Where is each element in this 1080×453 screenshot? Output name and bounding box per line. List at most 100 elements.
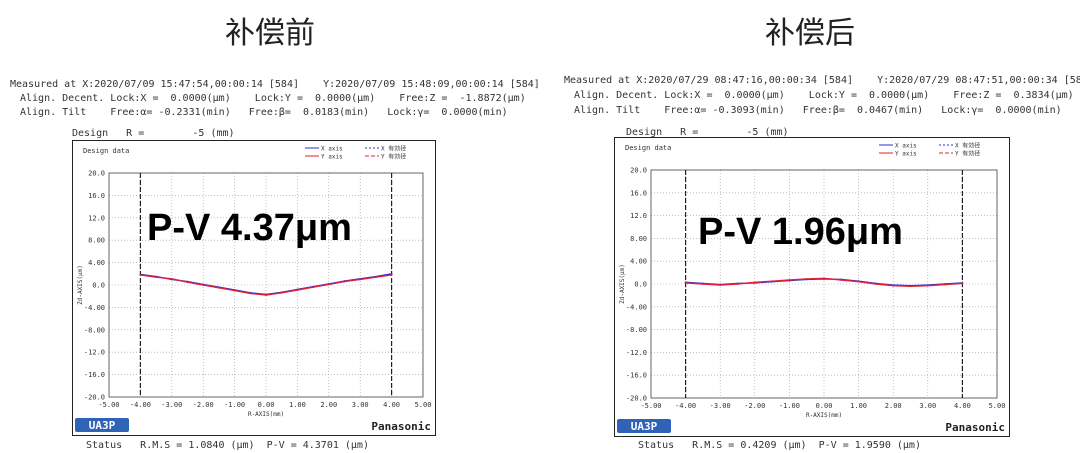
x-tick-label: 5.00 bbox=[415, 401, 432, 409]
data-point bbox=[280, 291, 283, 294]
measured-at: Measured at X:2020/07/29 08:47:16,00:00:… bbox=[564, 75, 1080, 86]
data-point bbox=[753, 281, 756, 284]
y-axis-label: Zd-AXIS(μm) bbox=[77, 265, 84, 305]
status-line: Status R.M.S = 0.4209 (μm) P-V = 1.9590 … bbox=[638, 440, 921, 451]
x-tick-label: 3.00 bbox=[352, 401, 369, 409]
data-point bbox=[343, 280, 346, 283]
data-point bbox=[926, 284, 929, 287]
data-point bbox=[961, 282, 964, 285]
y-tick-label: -4.00 bbox=[84, 304, 105, 312]
data-point bbox=[170, 277, 173, 280]
design-radius: Design R = -5 (mm) bbox=[72, 128, 235, 139]
data-point bbox=[684, 281, 687, 284]
data-point bbox=[375, 276, 377, 279]
y-tick-label: -12.0 bbox=[84, 349, 105, 357]
y-tick-label: 4.00 bbox=[630, 258, 647, 266]
y-tick-label: 8.00 bbox=[88, 237, 105, 245]
y-tick-label: -12.0 bbox=[626, 349, 647, 357]
chart-svg: Design data X axis X 有効径 Y axis Y 有効径 20.0 16.… bbox=[617, 142, 1006, 434]
x-tick-label: -3.00 bbox=[161, 401, 182, 409]
panel-title: 补偿前 bbox=[225, 16, 315, 51]
data-point bbox=[771, 280, 773, 283]
chart-title: Design data bbox=[83, 147, 129, 155]
align-tilt: Align. Tilt Free:α= -0.3093(min) Free:β=… bbox=[574, 105, 1062, 116]
y-tick-label: 0.0 bbox=[634, 281, 647, 289]
data-point bbox=[265, 294, 267, 296]
x-tick-label: -5.00 bbox=[640, 402, 661, 410]
x-tick-label: 1.00 bbox=[850, 402, 867, 410]
legend-entry: X 有効径 bbox=[381, 145, 406, 153]
y-tick-label: 20.0 bbox=[630, 167, 647, 175]
x-tick-label: 4.00 bbox=[954, 402, 971, 410]
ua3p-logo-text: UA3P bbox=[631, 420, 658, 433]
data-point bbox=[788, 279, 791, 281]
x-tick-label: -4.00 bbox=[675, 402, 696, 410]
y-tick-label: -4.00 bbox=[626, 303, 647, 311]
panasonic-logo: Panasonic bbox=[371, 420, 431, 433]
x-tick-label: 0.00 bbox=[258, 401, 275, 409]
ua3p-logo-text: UA3P bbox=[89, 419, 116, 432]
data-point bbox=[875, 283, 877, 285]
design-radius: Design R = -5 (mm) bbox=[626, 127, 789, 138]
y-tick-label: -20.0 bbox=[84, 394, 105, 402]
data-point bbox=[944, 283, 946, 286]
chart-frame: Design data X axis X 有効径 Y axis Y 有効径 20.0 16.… bbox=[614, 137, 1010, 437]
data-point bbox=[139, 274, 142, 276]
y-tick-label: -20.0 bbox=[626, 395, 647, 403]
data-point bbox=[155, 276, 157, 279]
y-tick-label: 0.0 bbox=[92, 282, 105, 290]
y-tick-label: 16.0 bbox=[630, 189, 647, 197]
data-point bbox=[218, 286, 220, 289]
y-tick-label: 16.0 bbox=[88, 192, 105, 200]
legend-entry: X 有効径 bbox=[955, 142, 980, 150]
data-point bbox=[359, 278, 362, 281]
x-axis-label: R-AXIS(mm) bbox=[806, 412, 842, 419]
data-point bbox=[736, 283, 739, 285]
panel-before: 补偿前 Measured at X:2020/07/09 15:47:54,00… bbox=[10, 16, 540, 451]
x-tick-label: -1.00 bbox=[779, 402, 800, 410]
data-point bbox=[840, 279, 843, 281]
x-axis-label: R-AXIS(mm) bbox=[248, 411, 284, 418]
y-axis-label: Zd-AXIS(μm) bbox=[619, 264, 626, 304]
y-tick-label: 4.00 bbox=[88, 259, 105, 267]
legend-entry: Y axis bbox=[895, 151, 917, 158]
data-point bbox=[702, 283, 704, 285]
align-decent: Align. Decent. Lock:X = 0.0000(μm) Lock:… bbox=[574, 90, 1074, 101]
data-point bbox=[233, 289, 236, 292]
y-tick-label: 12.0 bbox=[630, 212, 647, 220]
x-tick-label: -4.00 bbox=[130, 401, 151, 409]
x-tick-label: -1.00 bbox=[224, 401, 245, 409]
x-tick-label: -3.00 bbox=[710, 402, 731, 410]
x-tick-label: -2.00 bbox=[193, 401, 214, 409]
status-line: Status R.M.S = 1.0840 (μm) P-V = 4.3701 … bbox=[86, 440, 369, 451]
plot-area bbox=[650, 169, 998, 399]
data-point bbox=[186, 281, 189, 284]
data-point bbox=[390, 274, 393, 276]
plot-area bbox=[108, 172, 424, 398]
y-tick-label: 12.0 bbox=[88, 214, 105, 222]
pv-overlay-label: P-V 4.37μm bbox=[147, 207, 352, 249]
data-point bbox=[312, 286, 314, 289]
data-point bbox=[909, 285, 912, 288]
data-point bbox=[296, 289, 299, 291]
y-tick-label: 8.00 bbox=[630, 235, 647, 243]
ua3p-logo: UA3P bbox=[75, 418, 129, 432]
y-tick-label: 20.0 bbox=[88, 170, 105, 178]
data-point bbox=[249, 292, 252, 295]
data-point bbox=[857, 280, 860, 283]
x-tick-label: 3.00 bbox=[919, 402, 936, 410]
x-tick-label: -2.00 bbox=[744, 402, 765, 410]
data-point bbox=[202, 284, 205, 286]
measured-at: Measured at X:2020/07/09 15:47:54,00:00:… bbox=[10, 79, 540, 90]
y-tick-label: -8.00 bbox=[626, 326, 647, 334]
align-tilt: Align. Tilt Free:α= -0.2331(min) Free:β=… bbox=[20, 107, 508, 118]
legend-entry: X axis bbox=[321, 146, 343, 153]
panel-title: 补偿后 bbox=[765, 16, 855, 51]
ua3p-logo: UA3P bbox=[617, 419, 671, 433]
ua3p-logo-badge bbox=[617, 419, 671, 433]
x-tick-label: -5.00 bbox=[98, 401, 119, 409]
x-tick-label: 1.00 bbox=[289, 401, 306, 409]
x-tick-label: 5.00 bbox=[989, 402, 1006, 410]
x-tick-label: 0.00 bbox=[816, 402, 833, 410]
y-tick-label: -8.00 bbox=[84, 326, 105, 334]
